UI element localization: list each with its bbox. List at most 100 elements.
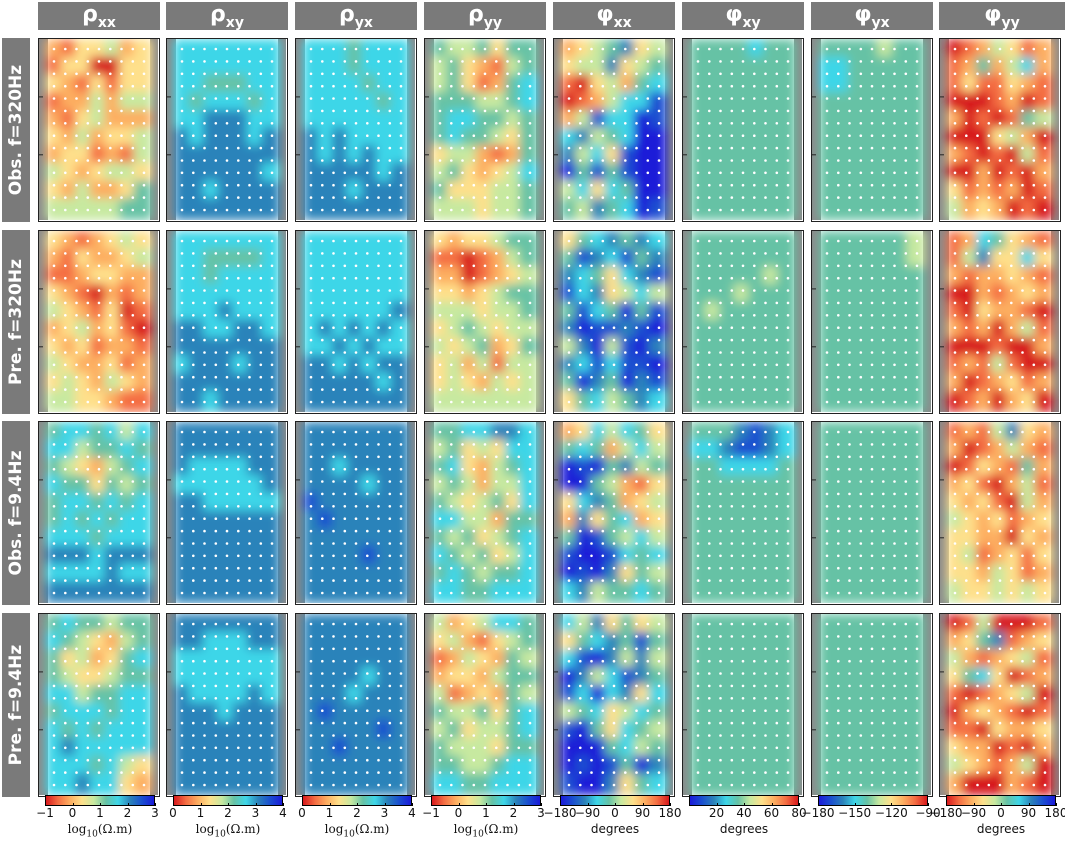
- station-dot: [696, 579, 700, 582]
- heatmap-cell: [1005, 528, 1024, 550]
- heatmap-cell: [174, 162, 193, 185]
- station-dot: [517, 301, 521, 305]
- station-dot: [483, 264, 487, 268]
- heatmap-cell: [432, 56, 451, 79]
- heatmap-cell: [748, 457, 767, 480]
- heatmap-cell: [848, 545, 867, 568]
- heatmap-cell: [332, 581, 351, 603]
- station-dot: [377, 375, 380, 379]
- station-dot: [495, 388, 498, 391]
- heatmap-cell: [833, 127, 853, 150]
- heatmap-cell: [203, 354, 222, 377]
- station-dot: [848, 480, 851, 483]
- station-dot: [1032, 579, 1036, 582]
- station-dot: [109, 314, 112, 317]
- station-dot: [528, 208, 532, 212]
- station-dot: [237, 97, 240, 100]
- station-dot: [567, 84, 571, 88]
- station-dot: [976, 84, 979, 88]
- station-dot: [343, 388, 347, 391]
- station-dot: [203, 579, 206, 582]
- station-dot: [450, 264, 453, 268]
- station-dot: [1021, 146, 1024, 150]
- station-dot: [987, 579, 991, 582]
- station-dot: [719, 505, 722, 508]
- heatmap-cell: [1019, 457, 1039, 480]
- heatmap-cell: [432, 180, 451, 203]
- heatmap-cell: [590, 180, 609, 203]
- heatmap-cell: [690, 422, 709, 444]
- station-dot: [97, 480, 101, 483]
- heatmap-cell: [461, 109, 480, 132]
- heatmap-cell: [60, 545, 80, 568]
- station-dot: [120, 542, 123, 545]
- heatmap-cell: [104, 422, 123, 444]
- station-dot: [461, 109, 464, 113]
- station-dot: [388, 84, 392, 88]
- station-dot: [86, 480, 90, 483]
- station-dot: [180, 109, 184, 113]
- station-dot: [461, 566, 464, 570]
- station-dot: [64, 208, 67, 212]
- station-dot: [237, 159, 240, 162]
- station-dot: [848, 314, 851, 317]
- station-dot: [388, 529, 392, 533]
- station-dot: [109, 455, 112, 459]
- station-dot: [343, 134, 347, 137]
- station-dot: [590, 134, 593, 137]
- heatmap-cell: [390, 372, 409, 395]
- station-dot: [120, 517, 123, 520]
- heatmap-cell: [361, 92, 380, 114]
- heatmap-cell: [133, 457, 152, 480]
- heatmap-panel-r2-c5: [682, 421, 804, 605]
- station-dot: [786, 566, 790, 570]
- station-dot: [237, 443, 240, 446]
- heatmap-cell: [1005, 510, 1024, 533]
- heatmap-cell: [75, 372, 94, 395]
- station-dot: [976, 400, 979, 404]
- station-dot: [579, 264, 582, 268]
- station-dot: [730, 276, 734, 280]
- station-dot: [528, 171, 532, 175]
- heatmap-cell: [246, 74, 266, 97]
- station-dot: [915, 196, 919, 199]
- heatmap-cell: [762, 231, 782, 253]
- heatmap-cell: [748, 319, 767, 342]
- station-dot: [837, 505, 840, 508]
- mask-strip-right: [150, 231, 158, 412]
- heatmap-cell: [504, 74, 524, 97]
- station-dot: [343, 47, 347, 51]
- station-dot: [764, 109, 767, 113]
- heatmap-cell: [590, 127, 609, 150]
- heatmap-cell: [461, 198, 480, 220]
- station-dot: [120, 301, 123, 305]
- heatmap-cell: [862, 284, 882, 306]
- heatmap-cell: [104, 667, 123, 689]
- heatmap-cell: [261, 231, 280, 253]
- heatmap-cell: [203, 337, 222, 359]
- station-dot: [483, 109, 487, 113]
- heatmap-cell: [819, 581, 838, 603]
- station-dot: [657, 375, 661, 379]
- heatmap-cell: [475, 492, 495, 515]
- station-dot: [870, 326, 874, 329]
- heatmap-cell: [819, 284, 838, 306]
- heatmap-cell: [332, 390, 351, 412]
- station-dot: [180, 480, 184, 483]
- heatmap-cell: [704, 109, 724, 132]
- station-dot: [399, 455, 403, 459]
- heatmap-cell: [1005, 301, 1024, 324]
- station-dot: [730, 430, 734, 434]
- station-dot: [998, 388, 1002, 391]
- heatmap-cell: [133, 631, 152, 654]
- station-dot: [214, 109, 218, 113]
- station-dot: [612, 517, 616, 520]
- station-dot: [180, 388, 184, 391]
- station-dot: [646, 109, 650, 113]
- heatmap-cell: [519, 92, 538, 114]
- station-dot: [64, 196, 67, 199]
- station-dot: [495, 171, 498, 175]
- heatmap-cell: [217, 301, 237, 324]
- station-dot: [472, 430, 476, 434]
- station-dot: [915, 326, 919, 329]
